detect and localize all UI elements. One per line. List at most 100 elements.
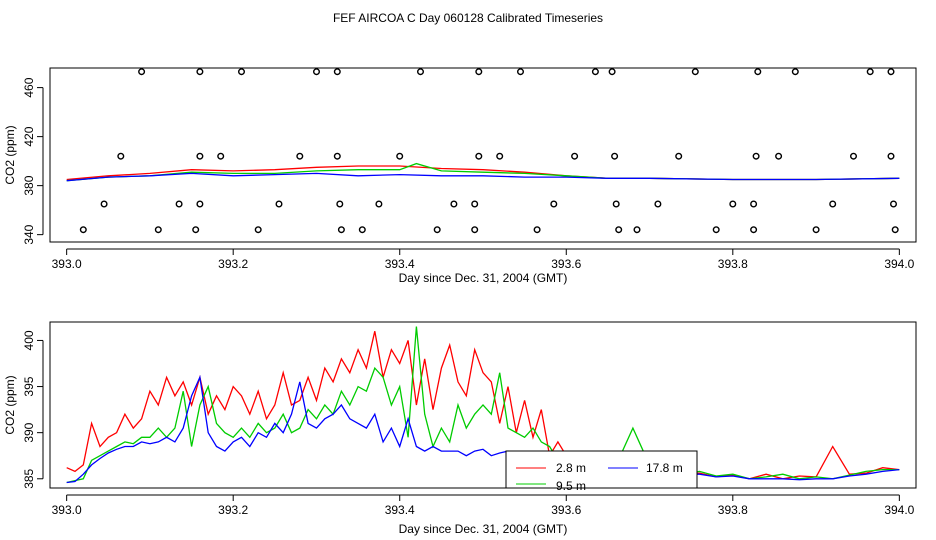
y-axis-label: CO2 (ppm) [3, 375, 17, 434]
x-tick-label: 393.0 [52, 257, 82, 271]
calibration-point [517, 68, 525, 76]
series-group [66, 326, 900, 484]
calibration-point [729, 200, 737, 208]
calibration-point [712, 226, 720, 234]
calibration-point [496, 152, 504, 160]
calibration-point [612, 200, 620, 208]
calibration-point [775, 152, 783, 160]
calibration-point [375, 200, 383, 208]
calibration-point [450, 200, 458, 208]
x-tick-label: 393.4 [385, 257, 415, 271]
calibration-point [154, 226, 162, 234]
y-tick-label: 395 [22, 376, 36, 396]
calibration-point [752, 152, 760, 160]
calibration-point [417, 68, 425, 76]
calibration-point [396, 152, 404, 160]
calibration-point [591, 68, 599, 76]
x-tick-label: 393.2 [218, 503, 248, 517]
calibration-point [471, 200, 479, 208]
y-axis: 340 380 420 460 [22, 77, 44, 245]
legend: 2.8 m 9.5 m 17.8 m [505, 450, 698, 493]
calibration-point [117, 152, 125, 160]
calibration-point [358, 226, 366, 234]
y-tick-label: 380 [22, 175, 36, 195]
calibration-point [254, 226, 262, 234]
x-tick-label: 393.8 [718, 503, 748, 517]
calibration-point [175, 200, 183, 208]
x-tick-label: 394.0 [884, 503, 914, 517]
plot-frame [49, 67, 917, 243]
calibration-point [433, 226, 441, 234]
x-axis: 393.0 393.2 393.4 393.6 393.8 394.0 [52, 248, 915, 271]
calibration-points [79, 68, 899, 234]
calibration-point [337, 226, 345, 234]
calibration-point [471, 226, 479, 234]
calibration-panel: 393.0 393.2 393.4 393.6 393.8 394.0 340 380 420… [3, 67, 917, 285]
calibration-point [533, 226, 541, 234]
calibration-point [887, 68, 895, 76]
series-group [66, 162, 900, 182]
y-axis: 385 390 395 400 [22, 330, 44, 489]
calibration-point [475, 152, 483, 160]
calibration-point [887, 152, 895, 160]
legend-label-2-8m: 2.8 m [556, 461, 586, 475]
x-tick-label: 393.6 [551, 257, 581, 271]
calibration-point [615, 226, 623, 234]
series-line-9-5-mm [66, 162, 900, 182]
x-tick-label: 393.4 [385, 503, 415, 517]
x-tick-label: 393.0 [52, 503, 82, 517]
legend-box [505, 450, 698, 489]
calibration-point [691, 68, 699, 76]
calibration-point [750, 226, 758, 234]
y-tick-label: 420 [22, 126, 36, 146]
calibration-point [890, 200, 898, 208]
calibration-point [217, 152, 225, 160]
calibration-point [829, 200, 837, 208]
y-tick-label: 460 [22, 77, 36, 97]
calibration-point [611, 152, 619, 160]
calibration-point [654, 200, 662, 208]
calibration-point [336, 200, 344, 208]
calibration-point [750, 200, 758, 208]
calibration-point [891, 226, 899, 234]
y-tick-label: 400 [22, 330, 36, 350]
calibration-point [275, 200, 283, 208]
x-tick-label: 393.6 [551, 503, 581, 517]
calibration-point [138, 68, 146, 76]
calibration-point [100, 200, 108, 208]
y-tick-label: 385 [22, 468, 36, 488]
x-axis: 393.0 393.2 393.4 393.6 393.8 394.0 [52, 494, 915, 517]
calibration-point [196, 68, 204, 76]
y-tick-label: 340 [22, 224, 36, 244]
detail-panel: 393.0 393.2 393.4 393.6 393.8 394.0 385 390 395… [3, 321, 917, 536]
figure-title: FEF AIRCOA C Day 060128 Calibrated Times… [333, 11, 603, 25]
calibration-point [850, 152, 858, 160]
calibration-point [633, 226, 641, 234]
calibration-point [791, 68, 799, 76]
plot-frame [49, 321, 917, 489]
x-axis-label: Day since Dec. 31, 2004 (GMT) [399, 522, 568, 536]
series-line-17-8-mm [66, 172, 900, 182]
calibration-point [675, 152, 683, 160]
calibration-point [296, 152, 304, 160]
calibration-point [333, 68, 341, 76]
legend-label-17-8m: 17.8 m [646, 461, 683, 475]
calibration-point [608, 68, 616, 76]
calibration-point [866, 68, 874, 76]
calibration-point [196, 200, 204, 208]
calibration-point [571, 152, 579, 160]
x-tick-label: 393.2 [218, 257, 248, 271]
calibration-point [754, 68, 762, 76]
x-tick-label: 394.0 [884, 257, 914, 271]
calibration-point [192, 226, 200, 234]
calibration-point [196, 152, 204, 160]
y-axis-label: CO2 (ppm) [3, 125, 17, 184]
calibration-point [550, 200, 558, 208]
y-tick-label: 390 [22, 422, 36, 442]
calibration-point [812, 226, 820, 234]
calibration-point [237, 68, 245, 76]
x-axis-label: Day since Dec. 31, 2004 (GMT) [399, 271, 568, 285]
calibration-point [79, 226, 87, 234]
calibration-point [313, 68, 321, 76]
